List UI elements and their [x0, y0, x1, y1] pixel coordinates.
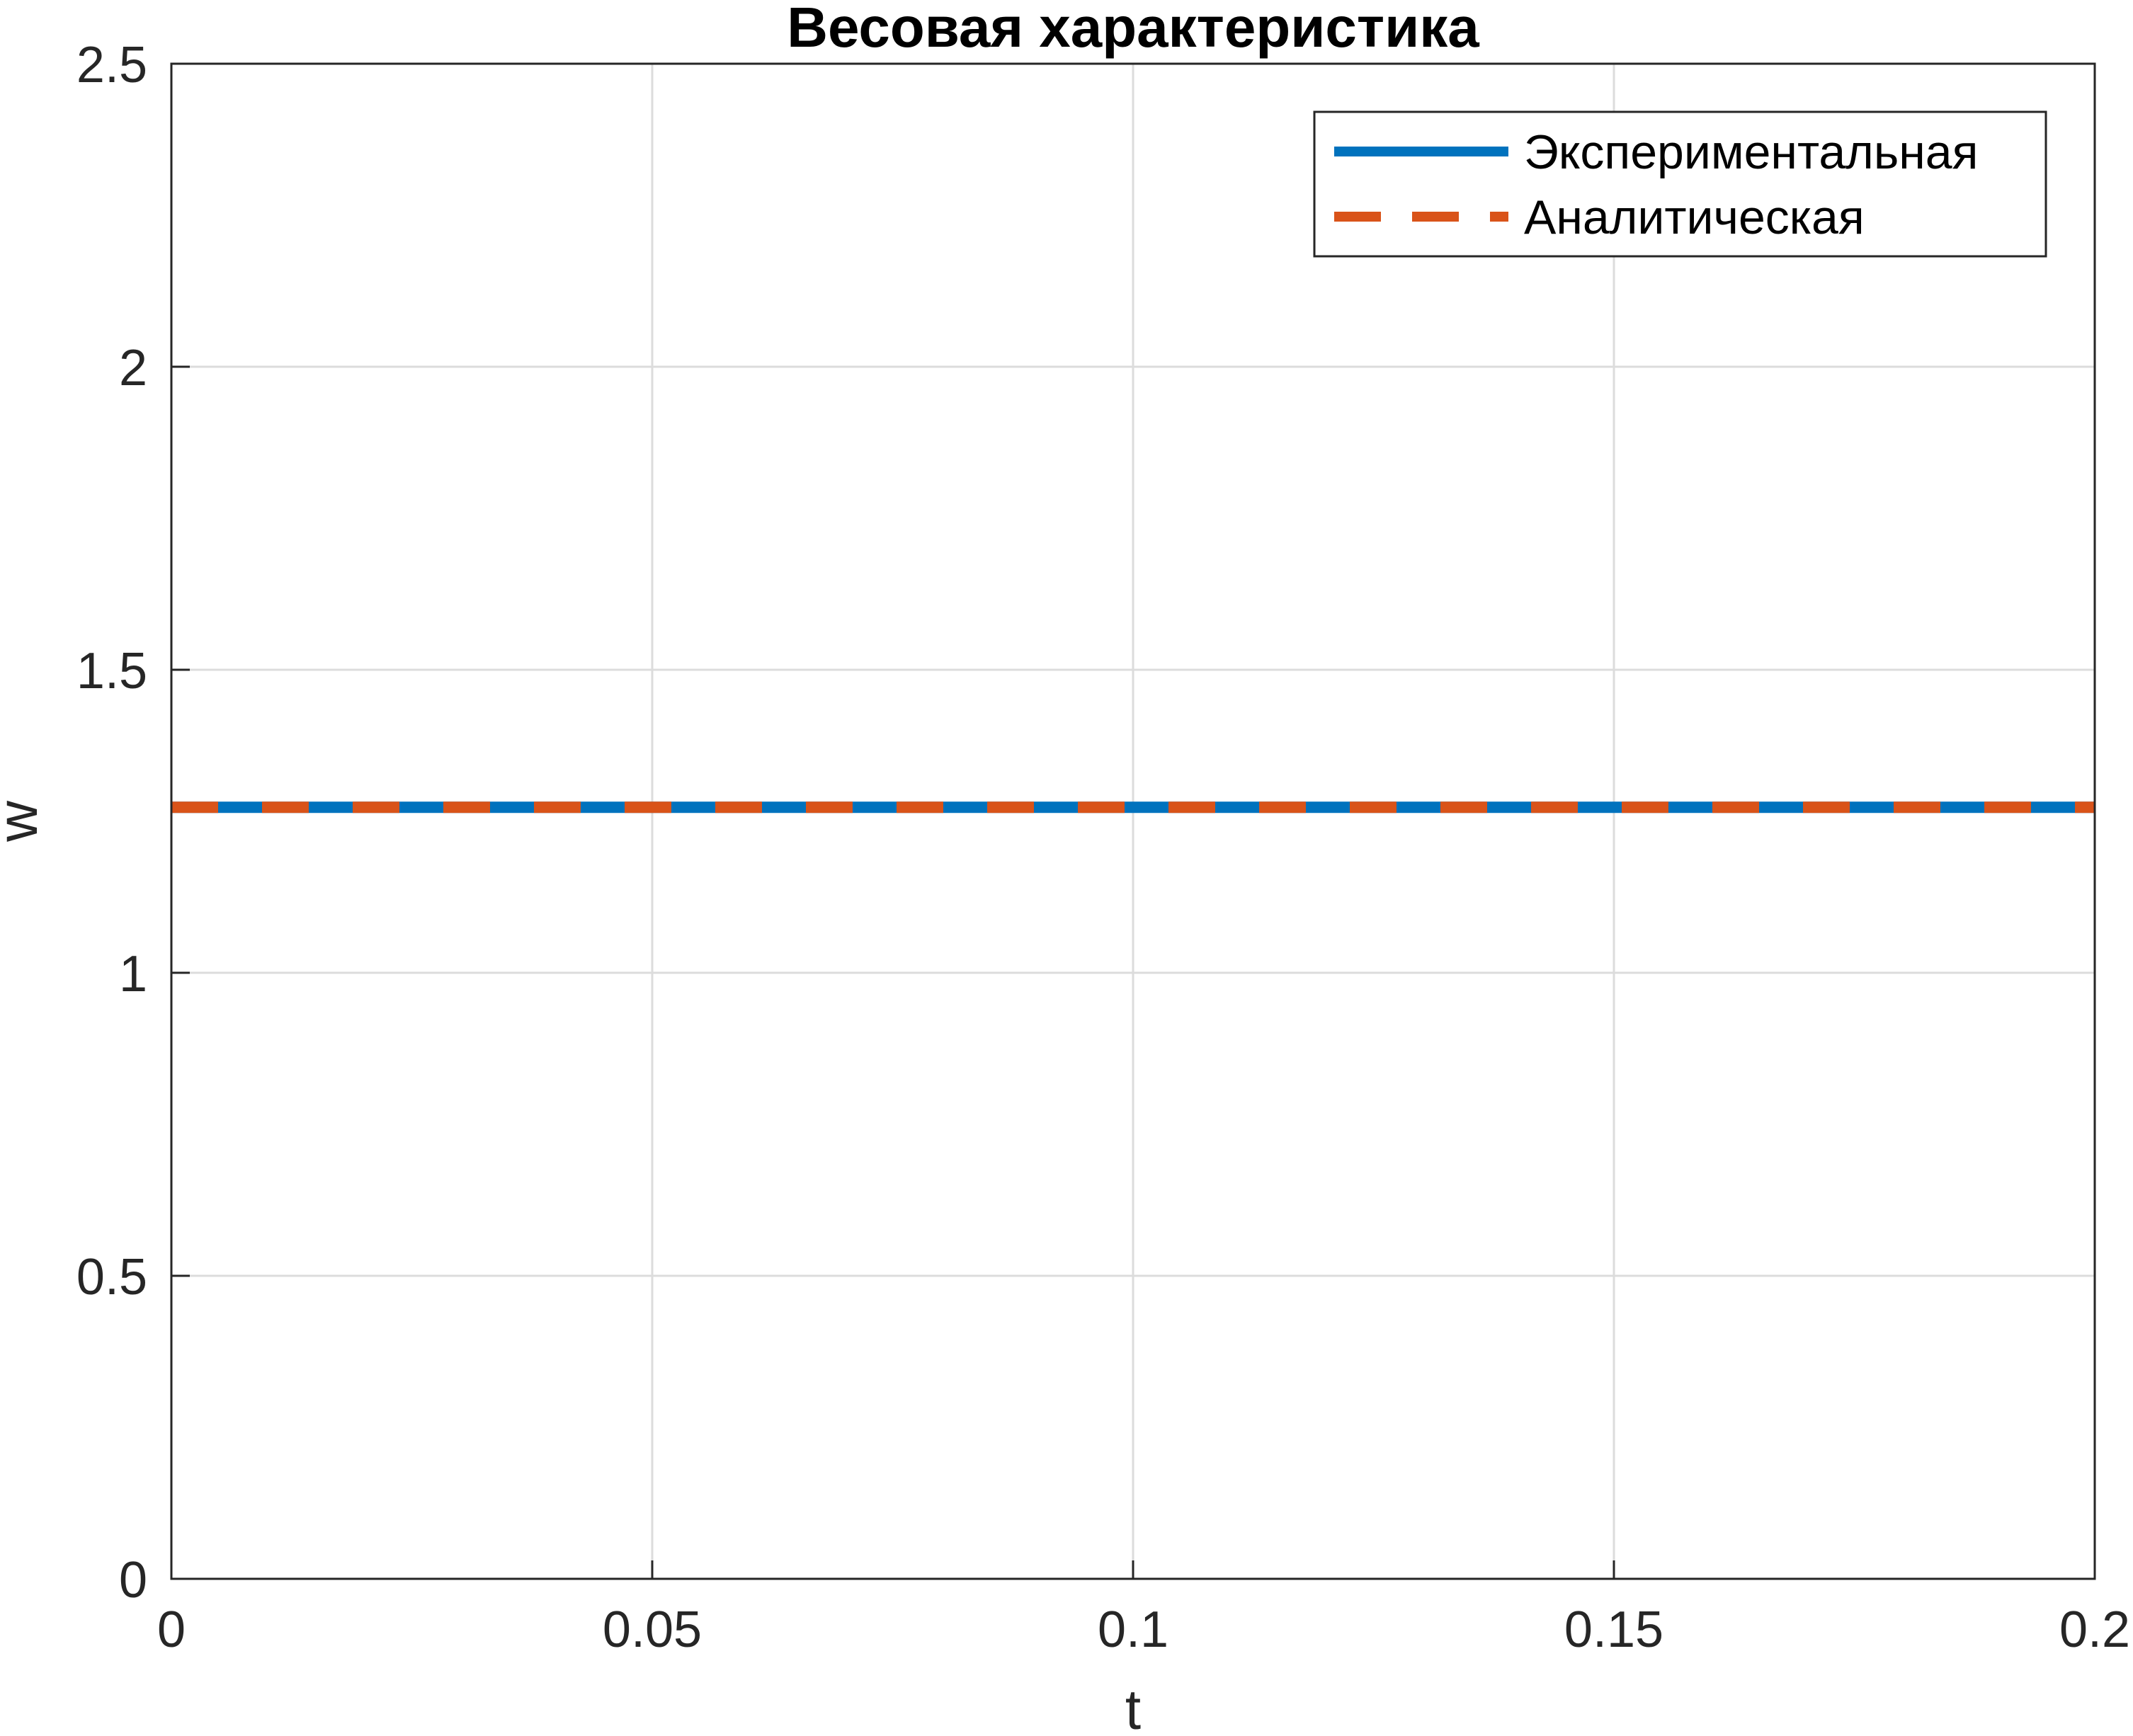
y-tick-label: 0 [119, 1552, 147, 1609]
y-axis-label: w [0, 801, 49, 843]
x-tick-label: 0.1 [1098, 1601, 1168, 1658]
y-tick-label: 2 [119, 340, 147, 396]
x-tick-label: 0 [157, 1601, 186, 1658]
x-axis-label: t [1125, 1678, 1141, 1736]
legend-label-analytical: Аналитическая [1524, 190, 1865, 244]
axis-ticks: 0 0.05 0.1 0.15 0.2 0 0.5 1 1.5 2 2.5 [76, 37, 2130, 1658]
x-tick-label: 0.05 [603, 1601, 702, 1658]
y-tick-label: 1.5 [76, 643, 147, 699]
legend: Экспериментальная Аналитическая [1313, 110, 2047, 258]
legend-label-experimental: Экспериментальная [1524, 125, 1978, 179]
x-tick-label: 0.2 [2059, 1601, 2130, 1658]
y-tick-label: 2.5 [76, 37, 147, 93]
grid [171, 64, 2095, 1579]
legend-box [1313, 110, 2047, 258]
chart-title: Весовая характеристика [787, 0, 1479, 59]
x-tick-label: 0.15 [1564, 1601, 1663, 1658]
y-tick-label: 1 [119, 946, 147, 1003]
y-tick-label: 0.5 [76, 1249, 147, 1306]
